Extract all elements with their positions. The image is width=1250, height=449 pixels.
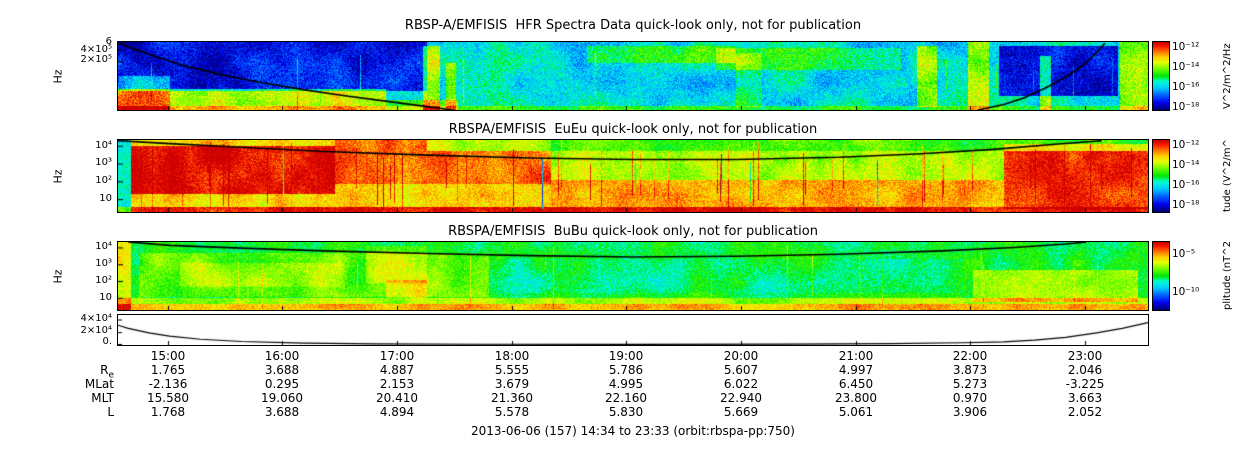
colorbar-tick-label: 10⁻⁵ — [1172, 248, 1196, 260]
ephemeris-value: 0.295 — [264, 377, 300, 391]
ephemeris-value: 0.970 — [952, 391, 988, 405]
y-tick-label: 2×10⁴ — [80, 325, 112, 336]
ephemeris-value: 1.765 — [150, 363, 186, 377]
ephemeris-value: -3.225 — [1065, 377, 1105, 391]
ephemeris-value: 22.940 — [720, 391, 762, 405]
y-tick-label: 4×10⁵ — [80, 44, 112, 55]
ephemeris-row-label: Re — [40, 364, 114, 382]
time-tick-label: 19:00 — [608, 349, 644, 363]
ephemeris-row-label-text: MLT — [91, 391, 114, 405]
ephemeris-value: 2.046 — [1067, 363, 1103, 377]
footer-caption: 2013-06-06 (157) 14:34 to 23:33 (orbit:r… — [471, 424, 795, 438]
ephemeris-value: 6.450 — [838, 377, 874, 391]
ephemeris-row-label-text: R — [100, 363, 109, 377]
ephemeris-value: 22.160 — [605, 391, 647, 405]
y-tick-label: 10⁴ — [95, 241, 112, 252]
eueu-colorbar — [1152, 139, 1170, 213]
ephemeris-row-label-text: MLat — [84, 377, 114, 391]
ephemeris-value: 21.360 — [491, 391, 533, 405]
hfr-colorbar-unit-label: V^2/m^2/Hz — [1222, 43, 1233, 109]
colorbar-tick-label: 10⁻¹⁸ — [1172, 101, 1200, 113]
y-tick-label: 10 — [99, 193, 112, 204]
hfr-spectrogram — [117, 41, 1149, 111]
hfr-colorbar — [1152, 41, 1170, 111]
ephemeris-value: 6.022 — [723, 377, 759, 391]
ephemeris-value: 4.997 — [838, 363, 874, 377]
ephemeris-value: 4.995 — [608, 377, 644, 391]
panel-bubu-title: RBSPA/EMFISIS BuBu quick-look only, not … — [448, 224, 818, 239]
time-tick-label: 21:00 — [838, 349, 874, 363]
ephemeris-row-label: MLT — [40, 392, 114, 410]
time-tick-label: 16:00 — [264, 349, 300, 363]
ephemeris-value: 5.669 — [723, 405, 759, 419]
colorbar-tick-label: 10⁻¹⁴ — [1172, 61, 1200, 73]
ephemeris-value: 5.607 — [723, 363, 759, 377]
colorbar-tick-label: 10⁻¹² — [1172, 139, 1200, 151]
y-tick-label: 10⁴ — [95, 140, 112, 151]
panel-hfr-y-axis-unit: Hz — [51, 69, 65, 84]
bubu-colorbar-unit-label: plitude (nT^2 — [1222, 241, 1233, 310]
y-tick-label: 10² — [95, 275, 112, 286]
ephemeris-value: 4.894 — [379, 405, 415, 419]
time-tick-label: 17:00 — [379, 349, 415, 363]
ephemeris-value: 3.663 — [1067, 391, 1103, 405]
ephemeris-value: 5.273 — [952, 377, 988, 391]
ephemeris-value: 1.768 — [150, 405, 186, 419]
ephemeris-value: 4.887 — [379, 363, 415, 377]
y-tick-label: 6 — [105, 36, 112, 47]
y-tick-label: 10 — [99, 292, 112, 303]
y-tick-label: 10³ — [95, 258, 112, 269]
ephemeris-value: 3.688 — [264, 363, 300, 377]
y-tick-label: 10³ — [95, 157, 112, 168]
panel-hfr-title: RBSP-A/EMFISIS HFR Spectra Data quick-lo… — [404, 18, 862, 33]
ephemeris-row-label-text: L — [107, 405, 114, 419]
colorbar-tick-label: 10⁻¹⁶ — [1172, 179, 1200, 191]
time-tick-label: 23:00 — [1067, 349, 1103, 363]
ephemeris-value: 5.830 — [608, 405, 644, 419]
colorbar-tick-label: 10⁻¹⁴ — [1172, 159, 1200, 171]
ephemeris-value: 19.060 — [261, 391, 303, 405]
time-tick-label: 18:00 — [494, 349, 530, 363]
ephemeris-value: 5.578 — [494, 405, 530, 419]
ephemeris-value: 2.052 — [1067, 405, 1103, 419]
ephemeris-value: 2.153 — [379, 377, 415, 391]
time-tick-label: 20:00 — [723, 349, 759, 363]
ephemeris-value: -2.136 — [148, 377, 188, 391]
ephemeris-value: 15.580 — [147, 391, 189, 405]
ephemeris-value: 5.786 — [608, 363, 644, 377]
colorbar-tick-label: 10⁻¹⁰ — [1172, 286, 1200, 298]
y-tick-label: 4×10⁴ — [80, 313, 112, 324]
eueu-colorbar-unit-label: tude (V^2/m^ — [1222, 139, 1233, 212]
time-tick-label: 15:00 — [150, 349, 186, 363]
ephemeris-value: 3.688 — [264, 405, 300, 419]
y-tick-label: 2×10⁵ — [80, 54, 112, 65]
bubu-spectrogram — [117, 241, 1149, 311]
ephemeris-value: 5.061 — [838, 405, 874, 419]
ephemeris-value: 23.800 — [835, 391, 877, 405]
ephemeris-value: 20.410 — [376, 391, 418, 405]
eueu-spectrogram — [117, 139, 1149, 213]
ephemeris-row-label-sub: e — [108, 370, 114, 381]
time-tick-label: 22:00 — [952, 349, 988, 363]
panel-eueu-title: RBSPA/EMFISIS EuEu quick-look only, not … — [448, 122, 818, 137]
ephemeris-value: 3.906 — [952, 405, 988, 419]
ephemeris-value: 5.555 — [494, 363, 530, 377]
ephemeris-row-label: L — [40, 406, 114, 424]
colorbar-tick-label: 10⁻¹⁸ — [1172, 199, 1200, 211]
colorbar-tick-label: 10⁻¹⁶ — [1172, 81, 1200, 93]
ephemeris-row-label: MLat — [40, 378, 114, 396]
ephemeris-value: 3.679 — [494, 377, 530, 391]
colorbar-tick-label: 10⁻¹² — [1172, 41, 1200, 53]
bubu-colorbar — [1152, 241, 1170, 311]
bmag-line-plot — [117, 314, 1149, 346]
y-tick-label: 0. — [102, 336, 112, 347]
ephemeris-value: 3.873 — [952, 363, 988, 377]
y-tick-label: 10² — [95, 175, 112, 186]
